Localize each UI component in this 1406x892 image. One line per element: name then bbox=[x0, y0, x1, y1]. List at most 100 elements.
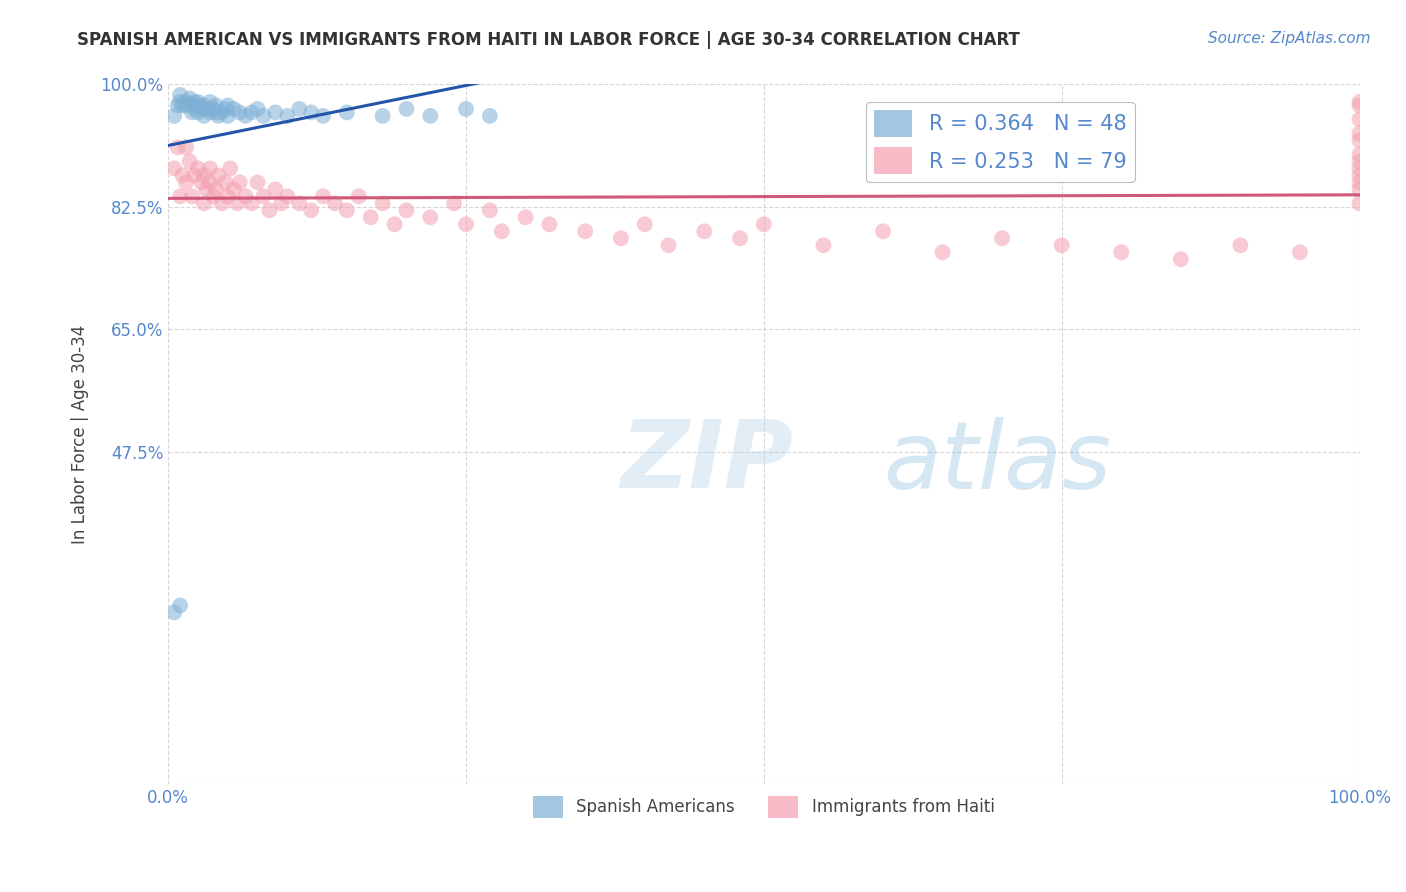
Point bbox=[187, 105, 209, 120]
Point bbox=[347, 189, 370, 203]
Point bbox=[174, 95, 197, 109]
Point bbox=[228, 105, 250, 120]
Point bbox=[515, 211, 537, 225]
Point bbox=[235, 189, 257, 203]
Point bbox=[419, 109, 441, 123]
Point bbox=[169, 87, 191, 102]
Point bbox=[270, 196, 292, 211]
Point bbox=[207, 169, 229, 183]
Point bbox=[246, 102, 269, 116]
Point bbox=[179, 91, 201, 105]
Point bbox=[1348, 154, 1371, 169]
Point bbox=[190, 175, 212, 189]
Point bbox=[312, 109, 335, 123]
Point bbox=[195, 182, 218, 196]
Point bbox=[323, 196, 346, 211]
Point bbox=[240, 196, 263, 211]
Point bbox=[235, 109, 257, 123]
Point bbox=[478, 109, 501, 123]
Point bbox=[217, 109, 239, 123]
Legend: Spanish Americans, Immigrants from Haiti: Spanish Americans, Immigrants from Haiti bbox=[526, 789, 1001, 824]
Point bbox=[1109, 245, 1132, 260]
Point bbox=[198, 175, 221, 189]
Point bbox=[198, 105, 221, 120]
Point bbox=[195, 102, 218, 116]
Point bbox=[252, 189, 274, 203]
Point bbox=[172, 98, 194, 112]
Point bbox=[478, 203, 501, 218]
Point bbox=[246, 175, 269, 189]
Point bbox=[634, 217, 657, 231]
Point bbox=[174, 140, 197, 154]
Point bbox=[179, 154, 201, 169]
Point bbox=[187, 95, 209, 109]
Point bbox=[174, 175, 197, 189]
Point bbox=[183, 169, 205, 183]
Point bbox=[217, 189, 239, 203]
Point bbox=[187, 98, 209, 112]
Point bbox=[931, 245, 953, 260]
Point bbox=[264, 105, 287, 120]
Text: atlas: atlas bbox=[883, 417, 1111, 508]
Point bbox=[174, 98, 197, 112]
Point bbox=[299, 203, 322, 218]
Point bbox=[1348, 95, 1371, 109]
Point bbox=[1050, 238, 1073, 252]
Point bbox=[217, 98, 239, 112]
Point bbox=[728, 231, 751, 245]
Point bbox=[1348, 161, 1371, 176]
Text: Source: ZipAtlas.com: Source: ZipAtlas.com bbox=[1208, 31, 1371, 46]
Point bbox=[172, 169, 194, 183]
Point bbox=[395, 102, 418, 116]
Point bbox=[752, 217, 775, 231]
Point bbox=[991, 231, 1014, 245]
Point bbox=[454, 217, 477, 231]
Point bbox=[211, 105, 233, 120]
Point bbox=[1289, 245, 1312, 260]
Point bbox=[371, 109, 394, 123]
Point bbox=[181, 189, 204, 203]
Point bbox=[872, 224, 894, 238]
Point bbox=[193, 169, 215, 183]
Point bbox=[163, 606, 186, 620]
Point bbox=[1348, 147, 1371, 161]
Point bbox=[360, 211, 382, 225]
Point bbox=[222, 182, 245, 196]
Point bbox=[1348, 175, 1371, 189]
Point bbox=[454, 102, 477, 116]
Point bbox=[214, 175, 236, 189]
Point bbox=[610, 231, 633, 245]
Point bbox=[288, 102, 311, 116]
Point bbox=[193, 98, 215, 112]
Point bbox=[228, 175, 250, 189]
Point bbox=[205, 98, 228, 112]
Point bbox=[193, 102, 215, 116]
Point bbox=[312, 189, 335, 203]
Point bbox=[1348, 133, 1371, 147]
Point bbox=[214, 102, 236, 116]
Point bbox=[1348, 127, 1371, 141]
Point bbox=[1348, 169, 1371, 183]
Text: SPANISH AMERICAN VS IMMIGRANTS FROM HAITI IN LABOR FORCE | AGE 30-34 CORRELATION: SPANISH AMERICAN VS IMMIGRANTS FROM HAIT… bbox=[77, 31, 1021, 49]
Point bbox=[169, 599, 191, 613]
Point bbox=[181, 98, 204, 112]
Point bbox=[226, 196, 249, 211]
Point bbox=[491, 224, 513, 238]
Point bbox=[205, 105, 228, 120]
Point bbox=[181, 105, 204, 120]
Point bbox=[198, 95, 221, 109]
Point bbox=[202, 102, 225, 116]
Point bbox=[538, 217, 561, 231]
Point bbox=[1348, 98, 1371, 112]
Point bbox=[259, 203, 281, 218]
Point bbox=[169, 189, 191, 203]
Point bbox=[205, 182, 228, 196]
Point bbox=[419, 211, 441, 225]
Point bbox=[211, 196, 233, 211]
Point bbox=[371, 196, 394, 211]
Point bbox=[166, 140, 188, 154]
Point bbox=[252, 109, 274, 123]
Point bbox=[193, 196, 215, 211]
Point bbox=[202, 189, 225, 203]
Point bbox=[198, 161, 221, 176]
